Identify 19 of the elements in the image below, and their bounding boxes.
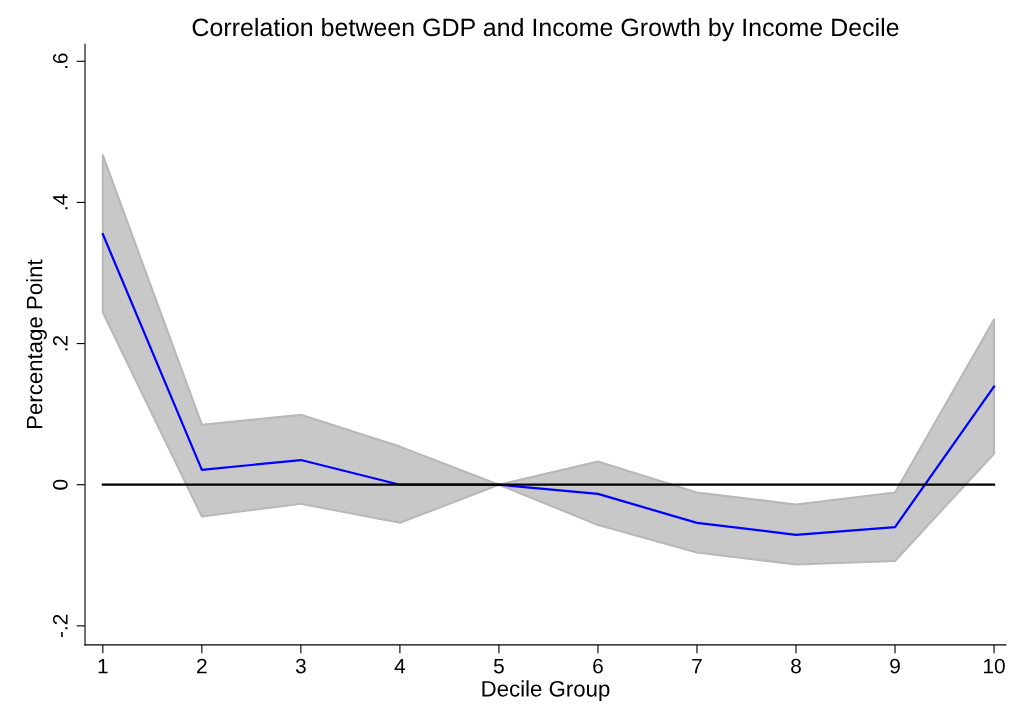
- x-tick-label: 6: [593, 658, 603, 674]
- x-tick-label: 4: [394, 658, 406, 674]
- x-tick-label: 10: [984, 658, 1005, 674]
- y-axis-title: Percentage Point: [26, 259, 47, 429]
- x-tick-label: 7: [692, 658, 702, 674]
- x-tick-label: 9: [890, 658, 900, 674]
- x-tick-label: 2: [197, 658, 207, 674]
- x-tick-label: 1: [98, 658, 108, 674]
- x-tick-label: 3: [295, 658, 306, 674]
- y-tick-label: .4: [53, 194, 68, 210]
- x-axis-title: Decile Group: [482, 680, 610, 702]
- chart-title: Correlation between GDP and Income Growth by Income Decile: [192, 17, 899, 42]
- y-tick-label: 0: [52, 479, 68, 490]
- y-tick-label: -.2: [52, 614, 68, 638]
- y-tick-label: .2: [52, 335, 68, 351]
- line-series: [101, 233, 996, 536]
- x-tick-label: 5: [493, 658, 504, 674]
- x-tick-label: 8: [791, 658, 801, 674]
- y-tick-label: .6: [52, 53, 68, 69]
